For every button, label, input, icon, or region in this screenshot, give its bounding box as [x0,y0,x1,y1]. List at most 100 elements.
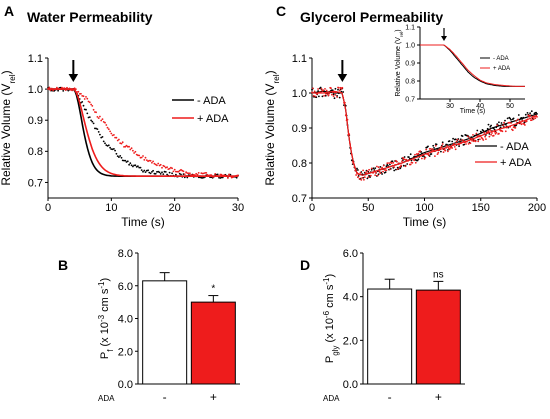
data-point-plus-ada [336,96,338,98]
x-tick-label: 30 [446,103,454,110]
data-point-minus-ada [529,112,531,115]
panel-c-chart: 0 50 100 150 200 0.7 0.8 0.9 1.0 1.1 Time (s) Relat… [263,53,546,229]
data-point-minus-ada [134,164,137,167]
data-point-plus-ada [195,172,198,175]
x-tick-label: 20 [169,202,181,214]
data-point-minus-ada [91,120,94,123]
data-point-minus-ada [120,156,123,159]
data-point-plus-ada [314,95,317,98]
data-point-plus-ada [504,130,507,133]
data-point-plus-ada [520,123,523,126]
data-point-minus-ada [452,137,454,140]
data-point-minus-ada [498,121,500,124]
data-point-plus-ada [446,144,448,147]
data-point-plus-ada [66,86,68,89]
data-point-plus-ada [153,162,156,165]
data-point-plus-ada [413,159,415,162]
data-point-plus-ada [140,156,143,159]
data-point-plus-ada [414,161,417,164]
y-tick-label: 0.9 [405,60,415,67]
data-point-plus-ada [525,120,528,122]
data-point-minus-ada [517,114,520,116]
data-point-plus-ada [178,169,181,172]
data-point-plus-ada [393,166,396,169]
data-point-minus-ada [333,97,336,100]
data-point-minus-ada [510,118,512,121]
data-point-minus-ada [338,96,341,99]
data-point-minus-ada [144,171,147,174]
data-point-plus-ada [429,148,432,150]
y-axis-label: Pgly (x 10-6 cm s-1) [322,274,340,363]
data-point-plus-ada [357,176,359,179]
data-point-plus-ada [187,172,190,175]
data-point-plus-ada [106,126,109,129]
data-point-minus-ada [148,171,151,174]
data-point-minus-ada [441,141,444,144]
x-tick-label: 100 [415,202,433,214]
data-point-plus-ada [355,174,357,176]
data-point-plus-ada [338,89,341,92]
data-point-plus-ada [447,150,449,153]
data-point-plus-ada [436,153,439,156]
data-point-plus-ada [382,164,385,167]
data-point-plus-ada [359,171,362,174]
data-point-plus-ada [360,179,363,181]
data-point-plus-ada [490,133,492,136]
data-point-minus-ada [149,172,152,175]
data-point-plus-ada [330,87,332,90]
data-point-minus-ada [319,86,322,89]
data-point-plus-ada [423,158,426,160]
data-point-plus-ada [121,141,124,144]
y-tick-label: 0.9 [28,115,43,127]
data-point-plus-ada [144,156,147,159]
data-point-minus-ada [385,165,388,168]
data-point-plus-ada [56,86,58,89]
data-point-minus-ada [372,167,375,170]
data-point-minus-ada [129,162,132,165]
data-point-minus-ada [370,168,373,171]
legend-label-minus-ada: - ADA [197,95,226,107]
data-point-plus-ada [437,151,440,154]
category-label-minus-ada: - [388,390,392,404]
y-axis-label-superscript: -3 [97,314,106,322]
data-point-plus-ada [104,121,106,124]
data-point-plus-ada [175,170,177,173]
y-tick-label: 1.1 [292,53,307,65]
data-point-minus-ada [142,170,144,173]
data-point-plus-ada [176,170,179,173]
data-point-minus-ada [182,173,185,176]
data-point-plus-ada [468,137,471,139]
data-point-minus-ada [133,164,136,167]
data-point-plus-ada [514,127,517,129]
legend-label-minus-ada: - ADA [500,141,529,153]
data-point-minus-ada [391,160,394,163]
data-point-minus-ada [369,176,371,179]
data-point-plus-ada [374,174,377,177]
data-point-minus-ada [140,169,143,172]
data-point-plus-ada [434,155,436,158]
data-point-plus-ada [341,86,344,89]
x-tick-label: 200 [528,202,546,214]
data-point-plus-ada [83,98,86,100]
data-point-plus-ada [324,92,327,95]
data-point-plus-ada [322,89,325,92]
data-point-plus-ada [85,96,87,98]
x-tick-label: 30 [232,202,244,214]
data-point-minus-ada [332,93,335,96]
data-point-minus-ada [102,140,105,143]
data-point-plus-ada [361,177,364,179]
data-point-minus-ada [180,173,182,176]
data-point-plus-ada [206,173,209,176]
data-point-plus-ada [114,136,116,139]
data-point-minus-ada [118,156,120,159]
data-point-plus-ada [489,129,492,132]
data-point-minus-ada [433,147,435,149]
data-point-minus-ada [368,174,370,177]
data-point-plus-ada [320,88,323,90]
data-point-plus-ada [411,161,414,164]
y-tick-label: 0.0 [343,379,358,391]
data-point-plus-ada [100,119,103,122]
x-axis-label: Time (s) [121,215,165,229]
y-tick-label: 0.8 [292,158,307,170]
data-point-minus-ada [107,144,110,147]
